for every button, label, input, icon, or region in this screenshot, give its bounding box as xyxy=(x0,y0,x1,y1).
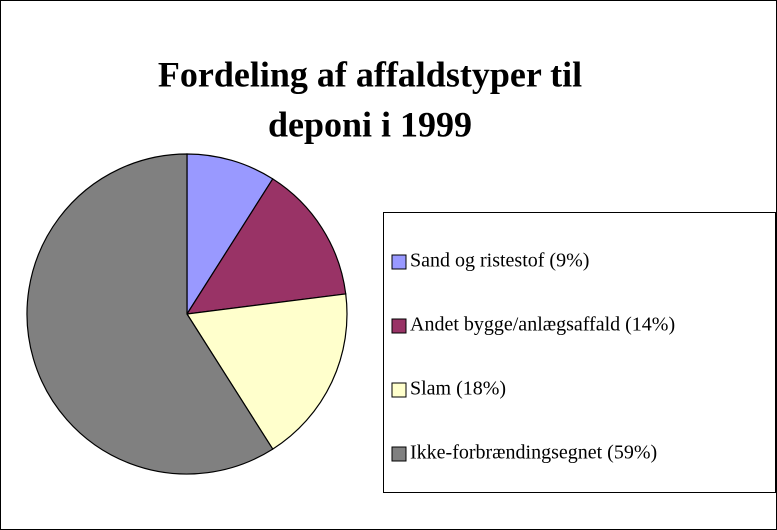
legend-swatch xyxy=(391,318,407,334)
legend-label: Slam (18%) xyxy=(410,378,506,400)
legend-label: Andet bygge/anlægsaffald (14%) xyxy=(410,314,675,336)
chart-title: Fordeling af affaldstyper til xyxy=(158,54,582,94)
legend-swatch xyxy=(391,446,407,462)
legend-box xyxy=(383,212,776,493)
chart-title: deponi i 1999 xyxy=(268,104,472,144)
legend-label: Sand og ristestof (9%) xyxy=(410,250,589,272)
legend-swatch xyxy=(391,254,407,270)
pie-slice xyxy=(185,178,347,315)
legend-label: Ikke-forbrændingsegnet (59%) xyxy=(410,442,657,464)
pie-slice xyxy=(185,293,348,450)
pie-slice xyxy=(26,153,274,475)
pie-slice xyxy=(186,153,274,317)
legend-swatch xyxy=(391,382,407,398)
